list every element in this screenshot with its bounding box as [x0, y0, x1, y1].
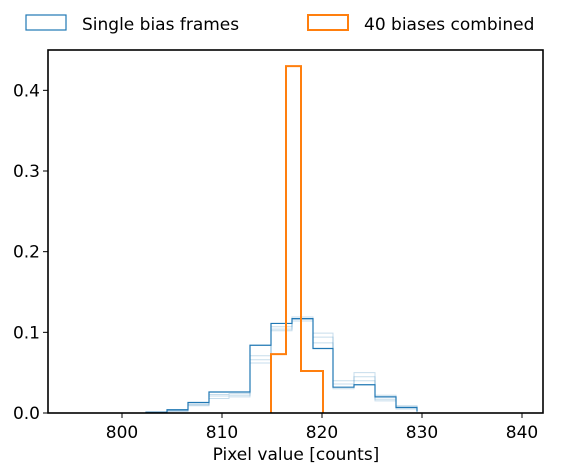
single-bias-frame-step-1 — [145, 316, 418, 413]
series-layer — [145, 65, 418, 413]
legend: Single bias frames 40 biases combined — [25, 14, 534, 35]
series-single-bias-step — [145, 318, 418, 413]
y-tick-label: 0.0 — [13, 404, 40, 424]
axes-frame — [47, 49, 544, 414]
y-tick-label: 0.3 — [13, 162, 40, 182]
x-axis-ticks: 800 810 820 830 840 — [106, 413, 538, 443]
series-combined-step — [270, 65, 324, 413]
x-tick-label: 820 — [306, 423, 338, 443]
legend-swatch-combined — [307, 14, 349, 31]
y-tick-label: 0.1 — [13, 323, 40, 343]
frame-ghost-layer — [145, 316, 418, 413]
y-tick-label: 0.4 — [13, 81, 40, 101]
y-axis-ticks: 0.0 0.1 0.2 0.3 0.4 — [13, 81, 48, 424]
x-tick-label: 810 — [206, 423, 238, 443]
legend-label-combined: 40 biases combined — [364, 15, 534, 35]
x-tick-label: 800 — [106, 423, 138, 443]
x-tick-label: 830 — [406, 423, 438, 443]
y-tick-label: 0.2 — [13, 243, 40, 263]
legend-swatch-single-bias — [25, 14, 67, 31]
legend-label-single-bias: Single bias frames — [82, 15, 239, 35]
x-tick-label: 840 — [506, 423, 538, 443]
x-axis-label: Pixel value [counts] — [213, 445, 380, 465]
